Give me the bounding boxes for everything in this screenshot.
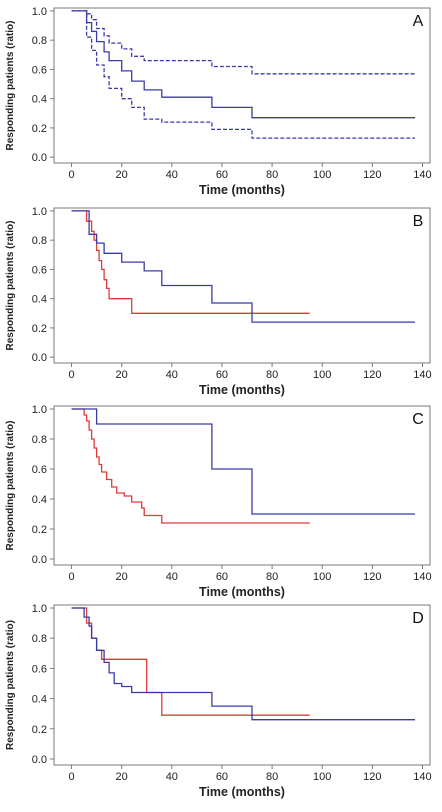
y-tick-label: 0.2 (32, 123, 47, 135)
x-tick-label: 100 (313, 571, 331, 583)
series-line-red-0 (71, 607, 310, 716)
series-line-red-0 (71, 210, 310, 314)
x-tick-label: 20 (116, 771, 128, 783)
y-tick-label: 1.0 (32, 603, 47, 615)
x-tick-label: 80 (266, 571, 278, 583)
chart-panel-d: 0 20 40 60 80 100 120 140 0.0 0.2 0.4 0.6 0.8 1.0 Time… (5, 603, 432, 799)
y-tick-label: 0.2 (32, 724, 47, 736)
y-tick-label: 0.0 (32, 554, 47, 566)
y-tick-label: 0.0 (32, 754, 47, 766)
y-tick-label: 1.0 (32, 6, 47, 18)
x-tick-label: 120 (363, 771, 381, 783)
y-tick-label: 0.6 (32, 663, 47, 675)
x-tick-label: 140 (413, 369, 431, 381)
panel-label: B (413, 213, 424, 230)
series-line-blue-1 (71, 210, 415, 323)
y-axis-label: Responding patients (ratio) (5, 421, 16, 551)
x-tick-label: 120 (363, 571, 381, 583)
x-tick-label: 80 (266, 169, 278, 181)
x-tick-label: 120 (363, 169, 381, 181)
x-tick-label: 80 (266, 369, 278, 381)
chart-panel-c: 0 20 40 60 80 100 120 140 0.0 0.2 0.4 0.6 0.8 1.0 Time… (5, 404, 432, 599)
x-axis-label: Time (months) (199, 585, 285, 599)
x-tick-label: 20 (116, 169, 128, 181)
x-tick-label: 100 (313, 369, 331, 381)
y-tick-label: 0.4 (32, 694, 47, 706)
chart-panel-b: 0 20 40 60 80 100 120 140 0.0 0.2 0.4 0.6 0.8 1.0 Time… (5, 206, 432, 397)
panel-label: A (413, 13, 424, 30)
x-tick-label: 100 (313, 771, 331, 783)
x-tick-label: 40 (166, 169, 178, 181)
x-tick-label: 0 (68, 169, 74, 181)
plot-frame (53, 7, 431, 164)
x-tick-label: 60 (216, 369, 228, 381)
y-tick-label: 0.0 (32, 152, 47, 164)
y-tick-label: 0.8 (32, 434, 47, 446)
x-tick-label: 140 (413, 771, 431, 783)
x-axis-label: Time (months) (199, 183, 285, 197)
x-tick-label: 40 (166, 369, 178, 381)
y-axis-label: Responding patients (ratio) (5, 21, 16, 151)
x-tick-label: 120 (363, 369, 381, 381)
panel-label: C (412, 411, 424, 428)
y-tick-label: 0.0 (32, 352, 47, 364)
x-tick-label: 60 (216, 571, 228, 583)
y-tick-label: 0.4 (32, 494, 47, 506)
series-line-blue-1 (71, 607, 415, 721)
x-tick-label: 20 (116, 571, 128, 583)
plot-frame (53, 604, 431, 766)
y-tick-label: 0.8 (32, 235, 47, 247)
y-tick-label: 0.6 (32, 264, 47, 276)
y-axis-label: Responding patients (ratio) (5, 620, 16, 750)
y-tick-label: 1.0 (32, 206, 47, 218)
x-axis-label: Time (months) (199, 383, 285, 397)
y-tick-label: 0.2 (32, 323, 47, 335)
y-tick-label: 0.4 (32, 94, 47, 106)
series-line-red-0 (71, 408, 310, 524)
y-tick-label: 0.8 (32, 633, 47, 645)
x-tick-label: 0 (68, 369, 74, 381)
x-tick-label: 80 (266, 771, 278, 783)
x-tick-label: 0 (68, 771, 74, 783)
y-tick-label: 0.8 (32, 35, 47, 47)
x-tick-label: 40 (166, 771, 178, 783)
x-tick-label: 100 (313, 169, 331, 181)
x-axis-label: Time (months) (199, 785, 285, 799)
plot-frame (53, 405, 431, 566)
panel-label: D (412, 610, 424, 627)
series-line-blue-dashed-1 (71, 10, 415, 75)
y-tick-label: 1.0 (32, 404, 47, 416)
x-tick-label: 20 (116, 369, 128, 381)
y-tick-label: 0.6 (32, 464, 47, 476)
x-tick-label: 140 (413, 169, 431, 181)
x-tick-label: 0 (68, 571, 74, 583)
plot-frame (53, 207, 431, 364)
x-tick-label: 60 (216, 771, 228, 783)
series-line-blue-dashed-2 (71, 10, 415, 139)
series-line-blue-0 (71, 10, 415, 119)
y-tick-label: 0.6 (32, 64, 47, 76)
y-axis-label: Responding patients (ratio) (5, 221, 16, 351)
series-line-blue-1 (71, 408, 415, 515)
y-tick-label: 0.4 (32, 294, 47, 306)
chart-panel-a: 0 20 40 60 80 100 120 140 0.0 0.2 0.4 0.6 0.8 1.0 Time… (5, 6, 432, 197)
x-tick-label: 140 (413, 571, 431, 583)
y-tick-label: 0.2 (32, 524, 47, 536)
x-tick-label: 40 (166, 571, 178, 583)
x-tick-label: 60 (216, 169, 228, 181)
